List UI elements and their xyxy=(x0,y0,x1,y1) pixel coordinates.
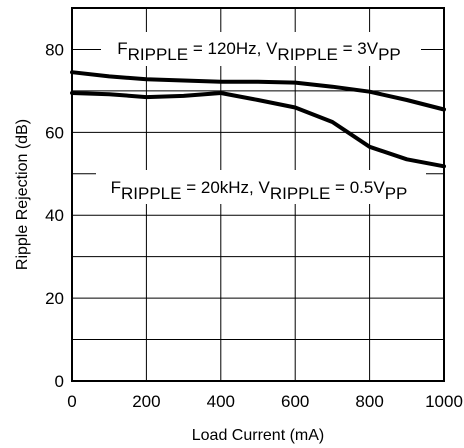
annotation-text: F xyxy=(117,39,127,58)
tick-labels: 0 200 400 600 800 1000 0 20 40 60 80 xyxy=(45,40,463,411)
y-tick-label: 60 xyxy=(45,123,64,142)
annotation-text: F xyxy=(111,178,121,197)
y-axis-label: Ripple Rejection (dB) xyxy=(14,119,31,270)
subscript: RIPPLE xyxy=(270,184,330,203)
x-tick-label: 400 xyxy=(207,392,235,411)
annotation-background xyxy=(96,170,426,204)
subscript: RIPPLE xyxy=(277,45,337,64)
annotation-label-1: FRIPPLE = 120Hz, VRIPPLE = 3VPP xyxy=(117,39,401,64)
annotation-text: = 0.5V xyxy=(330,178,385,197)
subscript: PP xyxy=(378,45,401,64)
plot-frame xyxy=(71,7,445,382)
series-lines xyxy=(70,70,446,169)
y-tick-label: 0 xyxy=(55,372,64,391)
y-tick-label: 40 xyxy=(45,206,64,225)
annotation-background xyxy=(101,32,421,66)
x-tick-label: 800 xyxy=(355,392,383,411)
x-tick-label: 200 xyxy=(132,392,160,411)
subscript: PP xyxy=(385,184,408,203)
subscript: RIPPLE xyxy=(128,45,188,64)
subscript: RIPPLE xyxy=(121,184,181,203)
series-line-1 xyxy=(70,70,446,112)
x-tick-label: 600 xyxy=(281,392,309,411)
annotation-text: = 3V xyxy=(338,39,379,58)
annotation-text: = 20kHz, V xyxy=(181,178,270,197)
y-tick-label: 20 xyxy=(45,289,64,308)
x-axis-label: Load Current (mA) xyxy=(192,427,325,444)
annotation-label-2: FRIPPLE = 20kHz, VRIPPLE = 0.5VPP xyxy=(111,178,408,203)
annotation-text: = 120Hz, V xyxy=(188,39,278,58)
y-tick-label: 80 xyxy=(45,40,64,59)
x-tick-label: 0 xyxy=(67,392,76,411)
series-line-2 xyxy=(70,91,446,169)
x-tick-label: 1000 xyxy=(425,392,463,411)
